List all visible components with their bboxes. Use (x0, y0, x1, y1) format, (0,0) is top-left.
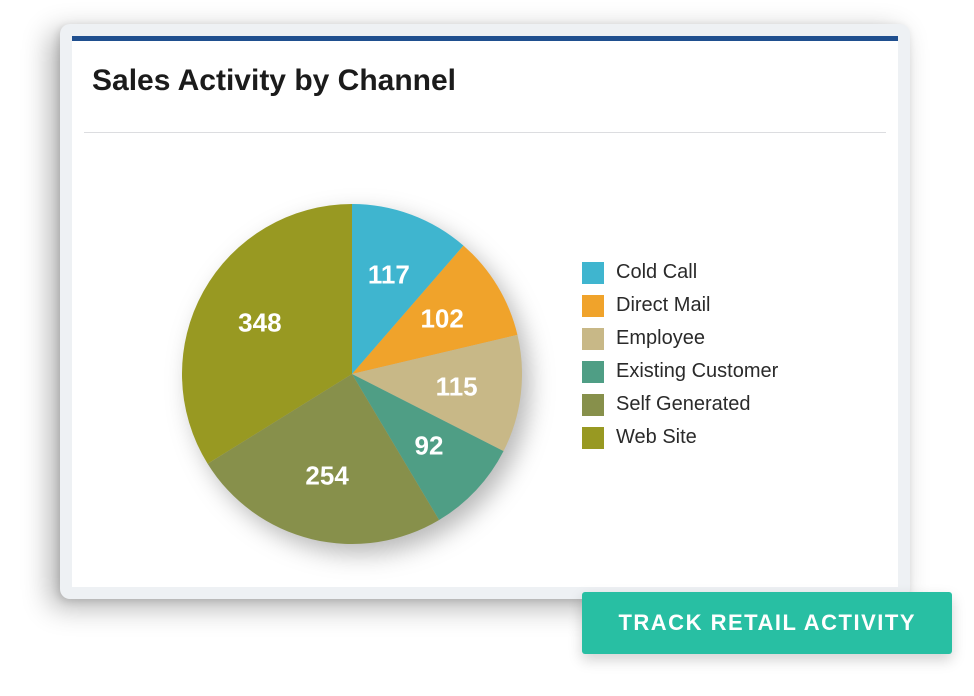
legend-label-self_generated: Self Generated (616, 393, 751, 416)
card-accent-bar (72, 36, 898, 41)
legend-label-web_site: Web Site (616, 426, 697, 449)
legend-swatch-existing_customer (582, 361, 604, 383)
legend-label-direct_mail: Direct Mail (616, 294, 710, 317)
legend-item-employee: Employee (582, 327, 778, 350)
legend-label-employee: Employee (616, 327, 705, 350)
cta-label: TRACK RETAIL ACTIVITY (618, 610, 916, 635)
pie-svg (182, 204, 522, 544)
legend-swatch-cold_call (582, 262, 604, 284)
pie-chart: 11710211592254348 (182, 204, 522, 544)
stage: Sales Activity by Channel 11710211592254… (0, 0, 974, 696)
legend-swatch-web_site (582, 427, 604, 449)
legend-swatch-direct_mail (582, 295, 604, 317)
legend-item-direct_mail: Direct Mail (582, 294, 778, 317)
legend-item-web_site: Web Site (582, 426, 778, 449)
chart-area: 11710211592254348 Cold Call Direct Mail Em… (72, 136, 898, 587)
chart-title: Sales Activity by Channel (92, 64, 456, 98)
title-divider (84, 132, 886, 133)
card-inner: Sales Activity by Channel 11710211592254… (72, 36, 898, 587)
legend-item-cold_call: Cold Call (582, 261, 778, 284)
legend-swatch-self_generated (582, 394, 604, 416)
legend-label-cold_call: Cold Call (616, 261, 697, 284)
legend: Cold Call Direct Mail Employee Existing Cus… (582, 261, 778, 449)
legend-swatch-employee (582, 328, 604, 350)
dashboard-card: Sales Activity by Channel 11710211592254… (60, 24, 910, 599)
track-retail-activity-button[interactable]: TRACK RETAIL ACTIVITY (582, 592, 952, 654)
legend-item-self_generated: Self Generated (582, 393, 778, 416)
legend-item-existing_customer: Existing Customer (582, 360, 778, 383)
legend-label-existing_customer: Existing Customer (616, 360, 778, 383)
